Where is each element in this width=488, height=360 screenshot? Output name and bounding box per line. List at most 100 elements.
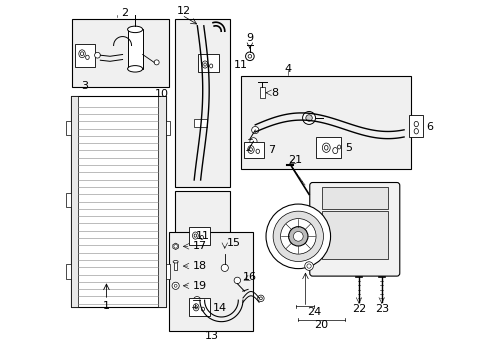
Circle shape <box>245 52 254 60</box>
Ellipse shape <box>255 149 259 153</box>
Circle shape <box>273 211 323 261</box>
Ellipse shape <box>413 129 418 134</box>
Circle shape <box>199 303 207 311</box>
Circle shape <box>280 219 315 254</box>
Bar <box>321 187 387 209</box>
Circle shape <box>304 262 313 270</box>
Circle shape <box>251 126 258 134</box>
Circle shape <box>288 227 307 246</box>
Text: 6: 6 <box>426 122 432 132</box>
Circle shape <box>174 284 177 287</box>
Text: 5: 5 <box>344 143 351 153</box>
Circle shape <box>249 138 257 145</box>
Bar <box>316 137 341 158</box>
Bar <box>188 298 209 316</box>
Ellipse shape <box>324 145 327 150</box>
Bar <box>165 121 169 135</box>
Bar <box>169 232 253 330</box>
Bar <box>66 121 70 135</box>
Circle shape <box>172 282 179 289</box>
Bar <box>194 119 206 127</box>
Circle shape <box>302 112 315 125</box>
Ellipse shape <box>201 307 204 311</box>
FancyBboxPatch shape <box>309 183 399 276</box>
Text: 3: 3 <box>81 81 88 91</box>
Ellipse shape <box>127 66 142 72</box>
Bar <box>66 193 70 207</box>
Circle shape <box>305 115 312 121</box>
Text: 2: 2 <box>121 8 128 18</box>
Circle shape <box>303 220 314 230</box>
Bar <box>321 211 387 259</box>
Ellipse shape <box>202 61 207 68</box>
Ellipse shape <box>332 148 337 154</box>
Text: 16: 16 <box>243 272 256 282</box>
Ellipse shape <box>79 50 85 58</box>
Text: 11: 11 <box>195 231 209 240</box>
Bar <box>75 44 95 67</box>
Ellipse shape <box>322 143 329 152</box>
Circle shape <box>195 298 199 302</box>
Circle shape <box>265 204 330 269</box>
Text: 1: 1 <box>103 301 110 311</box>
Text: 14: 14 <box>212 303 226 313</box>
Circle shape <box>234 277 240 284</box>
Text: 17: 17 <box>192 241 206 251</box>
Circle shape <box>174 244 177 248</box>
Bar <box>188 226 210 244</box>
Text: 19: 19 <box>192 281 206 291</box>
Ellipse shape <box>203 63 206 66</box>
Text: 7: 7 <box>267 144 274 154</box>
Bar <box>70 96 165 307</box>
Text: 20: 20 <box>314 320 328 330</box>
Bar <box>174 191 230 259</box>
Ellipse shape <box>209 64 212 68</box>
Circle shape <box>154 60 159 65</box>
Circle shape <box>221 264 228 271</box>
Ellipse shape <box>194 234 196 237</box>
Circle shape <box>193 297 200 304</box>
Bar <box>70 96 78 307</box>
Ellipse shape <box>200 235 203 239</box>
Text: 4: 4 <box>284 64 290 74</box>
Ellipse shape <box>127 26 142 33</box>
Bar <box>158 96 165 307</box>
Text: 8: 8 <box>271 88 278 98</box>
Circle shape <box>293 231 303 241</box>
Ellipse shape <box>413 121 418 127</box>
Polygon shape <box>172 243 178 249</box>
Text: 22: 22 <box>351 304 366 314</box>
Text: 12: 12 <box>176 6 190 17</box>
Ellipse shape <box>193 304 199 311</box>
Text: 15: 15 <box>226 238 240 248</box>
Bar <box>241 76 410 169</box>
Text: 23: 23 <box>374 304 388 314</box>
Bar <box>244 142 264 158</box>
Bar <box>259 87 265 98</box>
Bar <box>66 264 70 279</box>
Bar <box>174 19 230 187</box>
Ellipse shape <box>249 148 252 151</box>
Circle shape <box>257 295 264 302</box>
Text: 24: 24 <box>306 307 321 317</box>
Bar <box>165 264 169 279</box>
Bar <box>408 115 422 136</box>
Ellipse shape <box>247 145 254 153</box>
Bar <box>72 19 169 87</box>
Text: 18: 18 <box>192 261 206 271</box>
Ellipse shape <box>337 145 340 149</box>
Ellipse shape <box>80 52 83 56</box>
Ellipse shape <box>173 261 178 263</box>
Bar <box>127 30 142 69</box>
Ellipse shape <box>194 306 197 309</box>
Text: 13: 13 <box>204 331 218 341</box>
Bar <box>198 54 219 72</box>
Text: 11: 11 <box>233 59 247 69</box>
Ellipse shape <box>192 232 198 239</box>
Circle shape <box>306 264 310 268</box>
Circle shape <box>247 54 251 58</box>
Circle shape <box>259 297 262 300</box>
Ellipse shape <box>85 55 89 59</box>
Bar <box>174 262 177 270</box>
Circle shape <box>94 52 100 58</box>
